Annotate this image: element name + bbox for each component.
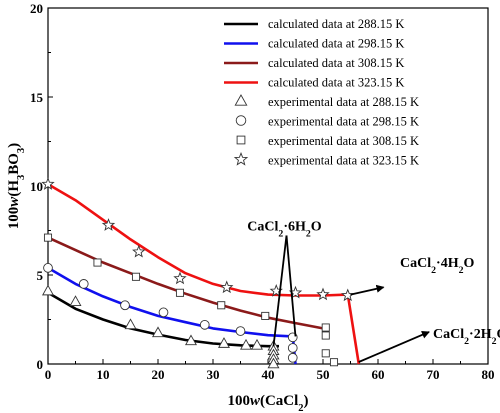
legend-item-calculated-data-at-308-15-k: calculated data at 308.15 K [224, 56, 404, 70]
data-point-triangle [218, 337, 230, 348]
series-line [47, 266, 297, 365]
data-point-square [43, 233, 53, 242]
x-axis-title: 100w(CaCl2) [227, 393, 308, 413]
data-point-square [131, 272, 141, 281]
data-point-circle [287, 352, 298, 363]
annotation-label: CaCl2·6H2O [247, 220, 322, 240]
y-tick-label: 15 [30, 90, 44, 105]
series-line [47, 291, 279, 348]
legend-swatch-triangle [234, 94, 248, 106]
legend-item-calculated-data-at-323-15-k: calculated data at 323.15 K [224, 76, 404, 90]
legend-item-experimental-data-at-308-15-k: experimental data at 308.15 K [236, 134, 419, 148]
legend-swatch-square [236, 135, 246, 145]
legend-label: calculated data at 288.15 K [268, 17, 404, 31]
annotation-arrow [358, 331, 430, 363]
annotation-leader [272, 235, 288, 347]
series-line [47, 183, 361, 365]
legend-label: calculated data at 298.15 K [268, 37, 404, 51]
legend-label: experimental data at 288.15 K [268, 95, 419, 109]
data-point-star [173, 271, 187, 285]
data-point-triangle [267, 357, 280, 369]
annotation-cacl2-6h2o: CaCl2·6H2O [247, 220, 322, 347]
legend-item-calculated-data-at-288-15-k: calculated data at 288.15 K [224, 17, 404, 31]
legend: calculated data at 288.15 K calculated da… [224, 17, 419, 168]
data-point-square [321, 323, 330, 332]
legend-label: experimental data at 308.15 K [268, 134, 419, 148]
data-point-square [261, 311, 270, 320]
data-point-triangle [251, 338, 263, 350]
y-tick-label: 20 [30, 1, 43, 16]
data-point-circle [235, 326, 246, 336]
legend-item-experimental-data-at-288-15-k: experimental data at 288.15 K [234, 94, 419, 109]
x-tick-label: 30 [207, 367, 220, 382]
x-tick-label: 0 [45, 367, 52, 382]
legend-label: calculated data at 323.15 K [268, 76, 404, 90]
legend-item-experimental-data-at-298-15-k: experimental data at 298.15 K [235, 115, 419, 129]
data-point-triangle [152, 326, 164, 338]
data-point-square [329, 358, 339, 367]
y-tick-label: 5 [37, 268, 44, 283]
x-tick-label: 70 [427, 367, 440, 382]
data-point-square [321, 349, 330, 358]
y-tick-label: 10 [30, 179, 43, 194]
data-point-star [101, 218, 116, 231]
series-calculated-data-at-323-15-k [47, 183, 361, 365]
annotation-label: CaCl2·2H2O [433, 327, 500, 347]
data-point-triangle [240, 338, 252, 350]
x-tick-label: 10 [97, 367, 110, 382]
annotation-cacl2-2h2o: CaCl2·2H2O [358, 327, 500, 363]
series-calculated-data-at-298-15-k [47, 266, 297, 365]
axes: 0 10 20 30 40 50 60 70 80 0 5 10 15 20 100w(CaCl2) 100w… [6, 1, 495, 413]
x-tick-label: 20 [152, 367, 165, 382]
data-point-square [217, 301, 226, 310]
series-experimental-data-at-298-15-k [43, 263, 298, 363]
annotation-leader [285, 235, 297, 337]
x-tick-label: 80 [482, 367, 495, 382]
legend-label: experimental data at 298.15 K [268, 115, 419, 129]
x-tick-label: 60 [372, 367, 385, 382]
annotation-cacl2-4h2o: CaCl2·4H2O [350, 256, 475, 296]
data-point-circle [43, 263, 53, 273]
data-point-circle [120, 300, 130, 311]
legend-swatch-star [233, 151, 249, 166]
data-point-star [132, 244, 146, 258]
legend-swatch-circle [235, 115, 247, 126]
legend-item-calculated-data-at-298-15-k: calculated data at 298.15 K [224, 37, 404, 51]
data-point-triangle [185, 334, 197, 346]
data-point-circle [199, 319, 210, 330]
data-point-circle [78, 279, 89, 289]
y-tick-label: 0 [37, 357, 44, 372]
series-calculated-data-at-288-15-k [47, 291, 279, 348]
x-tick-label: 40 [262, 367, 275, 382]
data-point-circle [158, 307, 169, 318]
data-point-star [41, 177, 55, 190]
data-point-square [175, 288, 185, 297]
x-tick-label: 50 [317, 367, 330, 382]
series-experimental-data-at-323-15-k [41, 177, 355, 302]
legend-item-experimental-data-at-323-15-k: experimental data at 323.15 K [233, 151, 419, 168]
series-experimental-data-at-308-15-k [43, 233, 339, 367]
data-point-square [321, 331, 330, 340]
annotations-layer: CaCl2·6H2O CaCl2·4H2O CaCl2·2H2O [247, 220, 500, 363]
series-layer [41, 177, 361, 369]
data-point-triangle [69, 295, 82, 306]
data-point-square [93, 258, 102, 267]
legend-label: calculated data at 308.15 K [268, 56, 404, 70]
data-point-circle [287, 343, 298, 353]
data-point-triangle [42, 284, 54, 296]
annotation-label: CaCl2·4H2O [400, 256, 475, 276]
data-point-star [220, 280, 234, 294]
annotation-arrow [350, 284, 385, 296]
data-point-triangle [124, 318, 137, 330]
series-experimental-data-at-288-15-k [42, 284, 280, 369]
data-point-star [316, 287, 330, 301]
legend-label: experimental data at 323.15 K [268, 154, 419, 168]
y-axis-title: 100w(H3BO3) [6, 143, 27, 229]
